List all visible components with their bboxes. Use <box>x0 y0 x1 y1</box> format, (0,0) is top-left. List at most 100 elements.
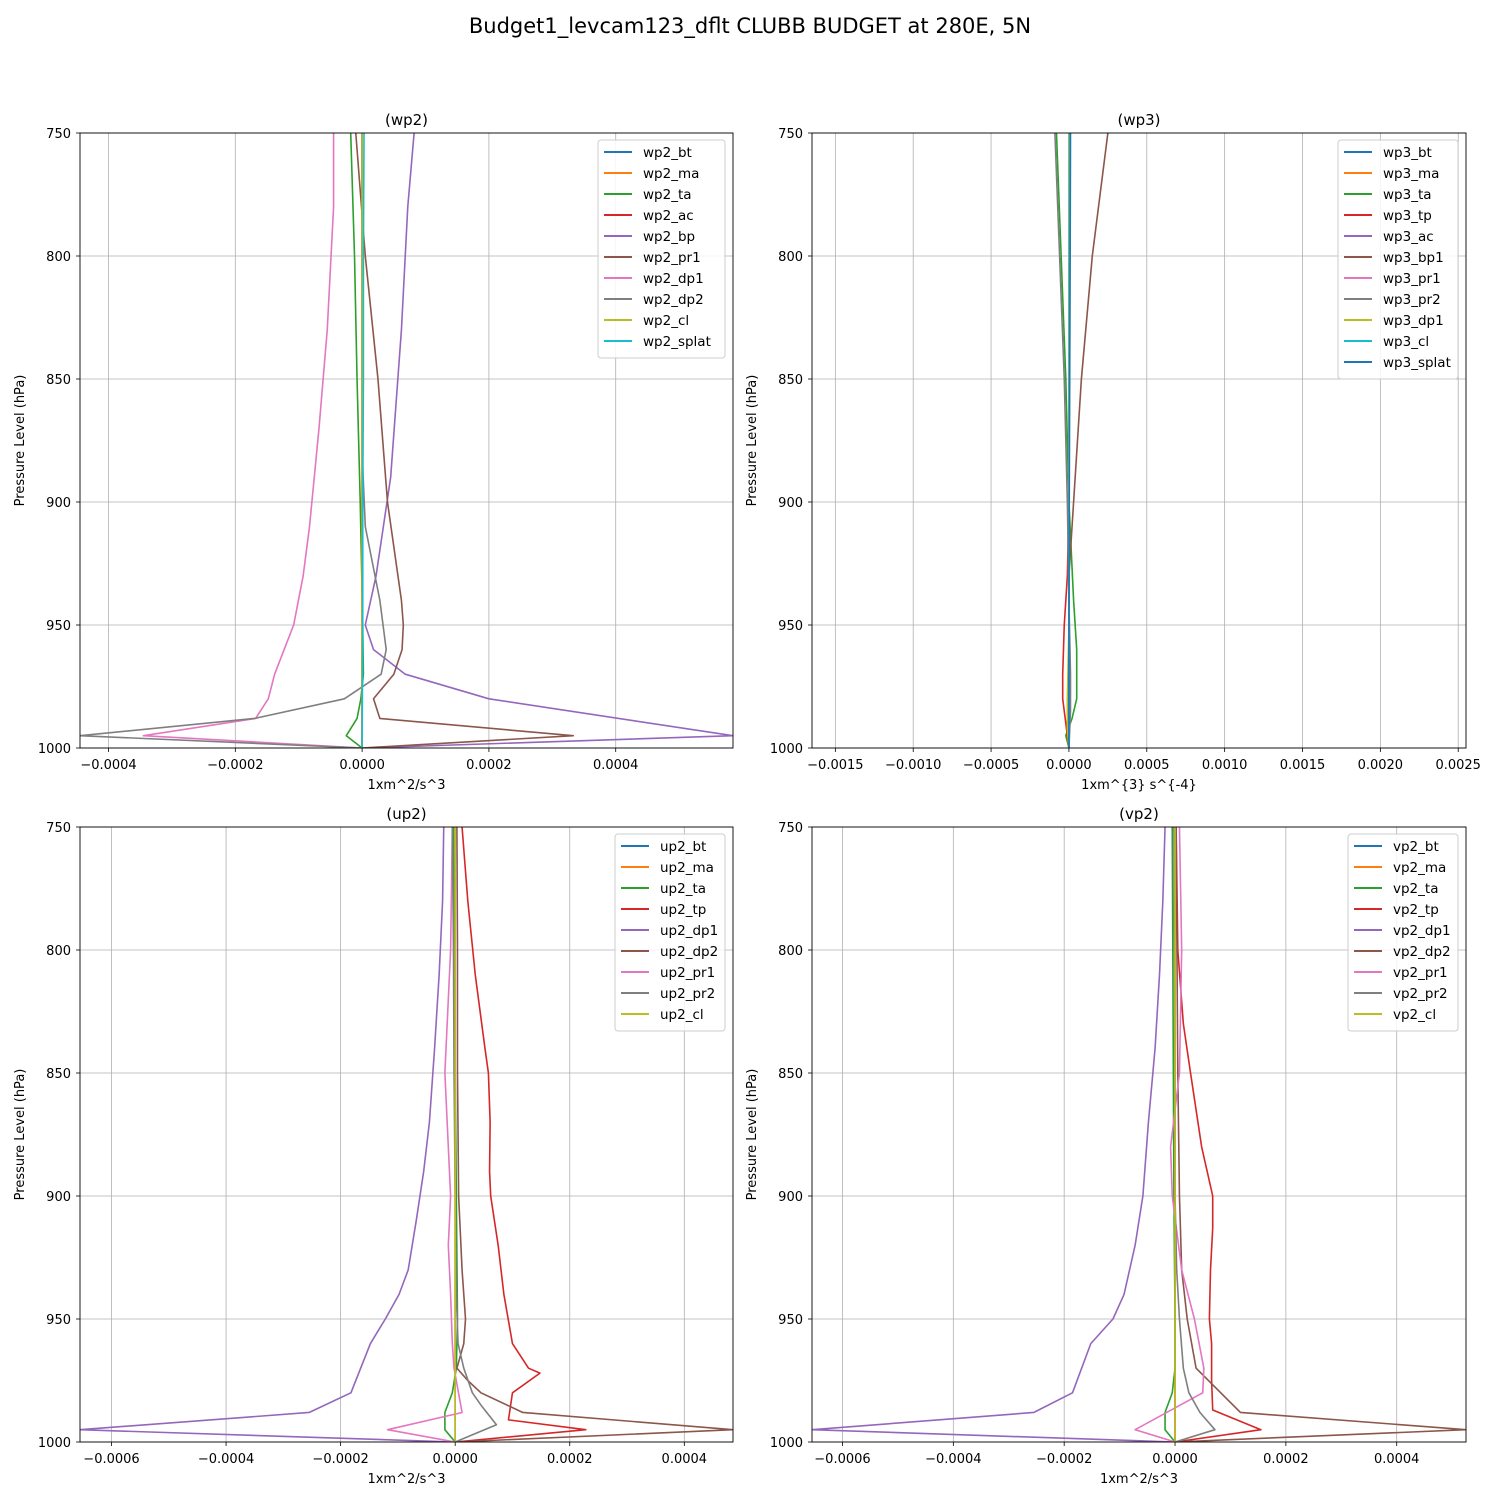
legend-label-wp3-ac: wp3_ac <box>1383 229 1434 245</box>
series-line-up2-pr2 <box>451 827 498 1442</box>
legend-label-vp2-cl: vp2_cl <box>1393 1007 1436 1023</box>
legend-label-wp2-cl: wp2_cl <box>643 313 689 329</box>
legend-label-vp2-bt: vp2_bt <box>1393 839 1439 855</box>
series-line-wp2-dp2 <box>80 133 388 748</box>
panel-3-ytick-label-3: 900 <box>46 1190 71 1205</box>
series-line-up2-pr1 <box>386 827 463 1442</box>
panel-3-ytick-label-5: 1000 <box>38 1436 71 1451</box>
panel-2-xtick-label-7: 0.0020 <box>1358 758 1404 773</box>
legend-label-wp2-bt: wp2_bt <box>643 145 692 161</box>
legend-label-wp2-pr1: wp2_pr1 <box>643 250 701 266</box>
panel-2-ytick-label-0: 750 <box>778 127 803 142</box>
series-line-vp2-ta <box>1164 827 1176 1442</box>
legend-label-wp3-ma: wp3_ma <box>1383 166 1439 182</box>
panel-3-xtick-label-3: 0.0000 <box>432 1452 478 1467</box>
panel-2-ylabel: Pressure Level (hPa) <box>745 375 760 507</box>
legend-label-wp3-pr1: wp3_pr1 <box>1383 271 1441 287</box>
legend-label-up2-pr1: up2_pr1 <box>660 965 715 981</box>
panel-1-title: (wp2) <box>385 111 428 129</box>
legend-label-wp3-tp: wp3_tp <box>1383 208 1432 224</box>
panel-2-xtick-label-0: −0.0015 <box>807 758 863 773</box>
panel-3-xlabel: 1xm^2/s^3 <box>367 1472 445 1487</box>
legend-label-wp3-bp1: wp3_bp1 <box>1383 250 1444 266</box>
legend-label-wp3-splat: wp3_splat <box>1383 355 1451 371</box>
panel-1-xtick-label-1: −0.0002 <box>207 758 263 773</box>
panel-3: −0.0006 −0.0004 −0.0002 0.0000 0.0002 0.0004 7… <box>13 805 734 1487</box>
panel-2-xtick-label-6: 0.0015 <box>1280 758 1326 773</box>
legend-label-up2-cl: up2_cl <box>660 1007 704 1023</box>
legend-label-up2-dp1: up2_dp1 <box>660 923 718 939</box>
panel-4-ytick-label-3: 900 <box>778 1190 803 1205</box>
legend-label-vp2-ma: vp2_ma <box>1393 860 1446 876</box>
panel-1-ytick-label-1: 800 <box>46 250 71 265</box>
figure-title: Budget1_levcam123_dflt CLUBB BUDGET at 2… <box>468 14 1032 38</box>
panel-1-ytick-label-5: 1000 <box>38 742 71 757</box>
series-line-up2-dp2 <box>455 827 733 1442</box>
panel-3-ylabel: Pressure Level (hPa) <box>13 1069 28 1201</box>
panel-2-ytick-label-4: 950 <box>778 619 803 634</box>
series-line-up2-dp1 <box>80 827 456 1442</box>
panel-1-legend: wp2_bt wp2_ma wp2_ta wp2_ac wp2_bp wp2_pr1 wp2… <box>597 139 726 359</box>
series-line-wp2-dp1 <box>142 133 363 748</box>
legend-label-wp3-cl: wp3_cl <box>1383 334 1429 350</box>
panel-3-xtick-label-4: 0.0002 <box>547 1452 593 1467</box>
legend-label-wp2-bp: wp2_bp <box>643 229 695 245</box>
legend-label-wp3-pr2: wp3_pr2 <box>1383 292 1441 308</box>
panel-2-legend: wp3_bt wp3_ma wp3_ta wp3_tp wp3_ac wp3_bp1 wp3… <box>1337 139 1459 380</box>
panel-4-legend-box <box>1347 833 1459 1032</box>
panel-3-legend-box <box>614 833 726 1032</box>
panel-4-ytick-label-0: 750 <box>778 821 803 836</box>
panel-4-xtick-label-2: −0.0002 <box>1036 1452 1092 1467</box>
panel-1-ytick-label-0: 750 <box>46 127 71 142</box>
panel-1-ytick-label-2: 850 <box>46 373 71 388</box>
legend-label-wp2-splat: wp2_splat <box>643 334 711 350</box>
panel-2-title: (wp3) <box>1117 111 1160 129</box>
panel-4-axes-frame <box>811 826 1467 1443</box>
legend-label-wp3-bt: wp3_bt <box>1383 145 1432 161</box>
panel-2-ytick-label-3: 900 <box>778 496 803 511</box>
series-line-vp2-tp <box>1174 827 1262 1442</box>
legend-label-wp3-ta: wp3_ta <box>1383 187 1432 203</box>
legend-label-wp2-dp1: wp2_dp1 <box>643 271 704 287</box>
panel-2-ytick-label-1: 800 <box>778 250 803 265</box>
legend-label-wp2-ta: wp2_ta <box>643 187 692 203</box>
panel-4-xlabel: 1xm^2/s^3 <box>1100 1472 1178 1487</box>
legend-label-vp2-pr1: vp2_pr1 <box>1393 965 1448 981</box>
panel-2-ytick-label-2: 850 <box>778 373 803 388</box>
legend-label-up2-ta: up2_ta <box>660 881 706 897</box>
series-line-vp2-pr2 <box>1173 827 1216 1442</box>
panel-2: −0.0015 −0.0010 −0.0005 0.0000 0.0005 0.0010 0… <box>745 111 1481 793</box>
series-line-vp2-dp2 <box>1174 827 1466 1442</box>
legend-label-vp2-ta: vp2_ta <box>1393 881 1438 897</box>
panel-1-xtick-label-4: 0.0004 <box>593 758 639 773</box>
series-line-vp2-pr1 <box>1134 827 1205 1442</box>
series-line-wp3-splat <box>1068 133 1072 748</box>
panel-4-title: (vp2) <box>1119 805 1159 823</box>
panel-4-xtick-label-3: 0.0000 <box>1152 1452 1198 1467</box>
panel-3-ytick-label-1: 800 <box>46 944 71 959</box>
legend-label-vp2-dp2: vp2_dp2 <box>1393 944 1451 960</box>
series-line-wp2-splat <box>361 133 365 748</box>
panel-3-title: (up2) <box>386 805 426 823</box>
panel-3-xtick-label-5: 0.0004 <box>662 1452 708 1467</box>
panel-1-axes-frame <box>79 132 734 749</box>
panel-1-ytick-label-4: 950 <box>46 619 71 634</box>
legend-label-vp2-pr2: vp2_pr2 <box>1393 986 1448 1002</box>
legend-label-wp2-ma: wp2_ma <box>643 166 699 182</box>
panel-2-xtick-label-3: 0.0000 <box>1046 758 1092 773</box>
panel-2-xtick-label-1: −0.0010 <box>885 758 941 773</box>
panel-4-xtick-label-1: −0.0004 <box>925 1452 981 1467</box>
series-line-wp2-bp <box>362 133 733 748</box>
legend-label-up2-ma: up2_ma <box>660 860 714 876</box>
panel-3-legend: up2_bt up2_ma up2_ta up2_tp up2_dp1 up2_dp2up… <box>614 833 726 1032</box>
legend-label-up2-pr2: up2_pr2 <box>660 986 715 1002</box>
panel-3-ytick-label-2: 850 <box>46 1067 71 1082</box>
series-line-vp2-dp1 <box>812 827 1176 1442</box>
panel-3-ytick-label-0: 750 <box>46 821 71 836</box>
panel-4: −0.0006 −0.0004 −0.0002 0.0000 0.0002 0.0004 7… <box>745 805 1467 1487</box>
panel-1-ytick-label-3: 900 <box>46 496 71 511</box>
panel-3-ytick-label-4: 950 <box>46 1313 71 1328</box>
panel-2-xtick-label-5: 0.0010 <box>1202 758 1248 773</box>
